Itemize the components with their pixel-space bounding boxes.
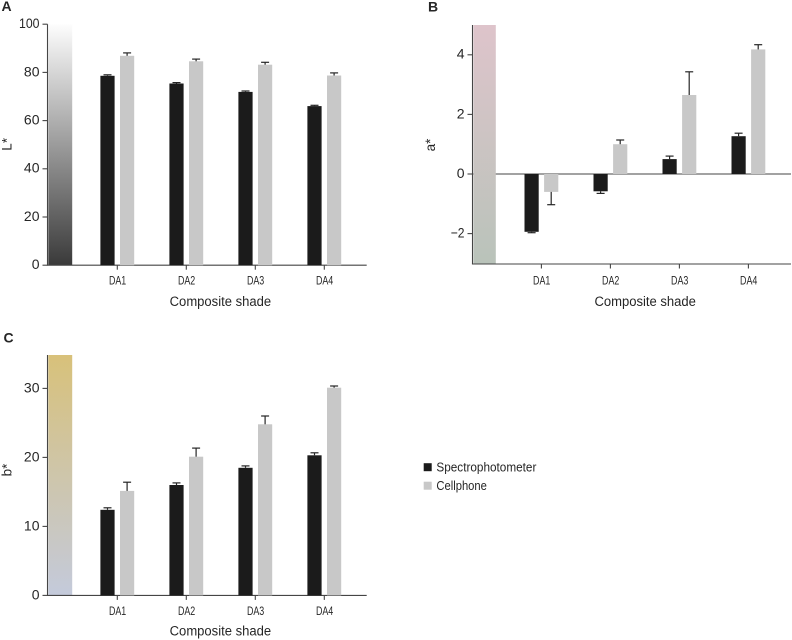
svg-text:60: 60 [24, 112, 40, 128]
svg-text:DA2: DA2 [602, 276, 619, 288]
svg-text:DA4: DA4 [740, 276, 758, 288]
svg-text:Composite shade: Composite shade [170, 624, 272, 639]
svg-text:20: 20 [24, 448, 40, 464]
svg-text:C: C [4, 330, 14, 346]
svg-text:40: 40 [24, 160, 40, 176]
svg-text:Composite shade: Composite shade [170, 294, 272, 309]
svg-text:80: 80 [24, 63, 40, 79]
svg-text:DA2: DA2 [178, 276, 195, 288]
svg-text:30: 30 [24, 379, 40, 395]
svg-text:B: B [428, 0, 438, 15]
svg-text:0: 0 [457, 165, 465, 181]
svg-text:DA1: DA1 [533, 276, 550, 288]
svg-text:DA4: DA4 [316, 606, 334, 618]
svg-text:4: 4 [457, 46, 465, 62]
svg-text:DA4: DA4 [316, 276, 334, 288]
svg-text:b*: b* [0, 463, 14, 477]
svg-text:100: 100 [19, 15, 40, 31]
svg-text:DA1: DA1 [109, 606, 126, 618]
svg-text:2: 2 [457, 105, 465, 121]
svg-text:DA1: DA1 [109, 276, 126, 288]
svg-text:DA3: DA3 [247, 606, 264, 618]
svg-text:−2: −2 [451, 225, 465, 241]
svg-text:L*: L* [0, 137, 15, 151]
svg-text:Cellphone: Cellphone [436, 478, 487, 493]
svg-text:Spectrophotometer: Spectrophotometer [436, 460, 537, 475]
svg-text:DA3: DA3 [247, 276, 264, 288]
svg-text:10: 10 [24, 517, 40, 533]
svg-text:a*: a* [423, 138, 438, 152]
svg-text:DA3: DA3 [671, 276, 688, 288]
svg-text:Composite shade: Composite shade [594, 294, 696, 309]
svg-text:DA2: DA2 [178, 606, 195, 618]
svg-text:0: 0 [32, 586, 40, 602]
svg-text:A: A [2, 0, 12, 14]
svg-text:0: 0 [32, 256, 40, 272]
svg-text:20: 20 [24, 208, 40, 224]
